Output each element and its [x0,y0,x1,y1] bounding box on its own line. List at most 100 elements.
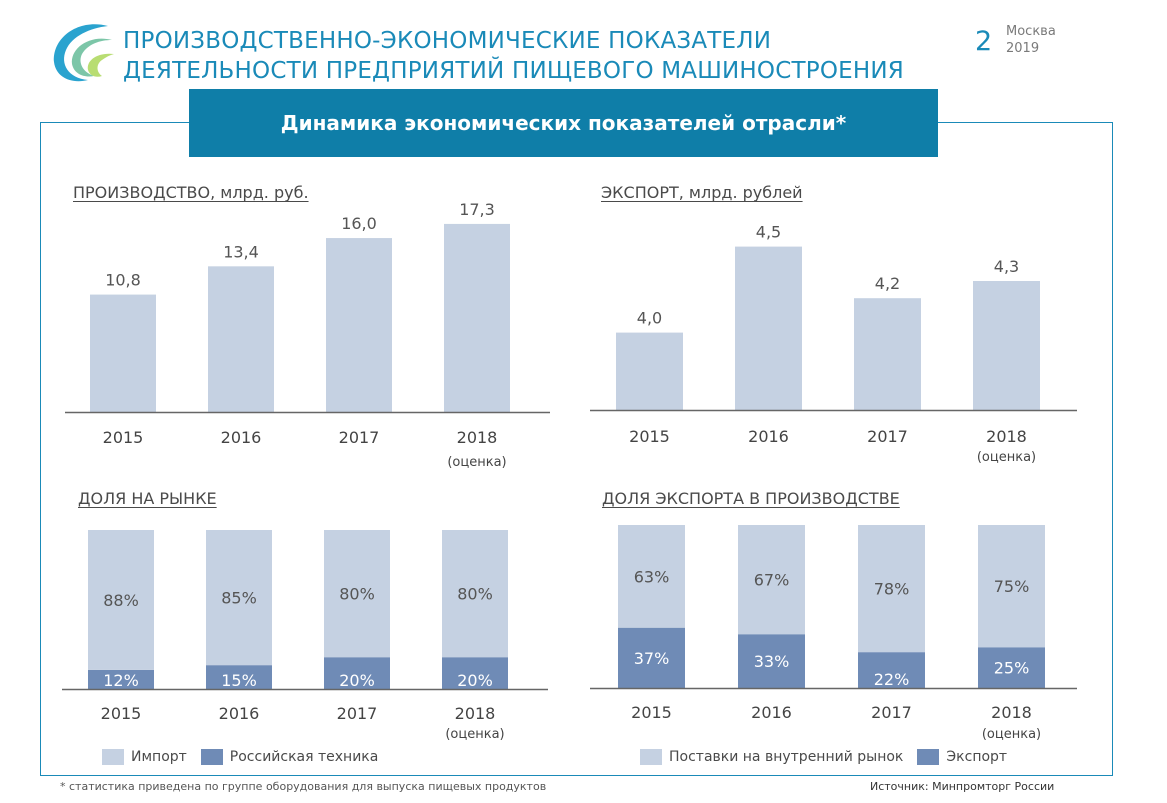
tick-label-market_share-2017: 2017 [337,704,378,723]
tick-label-export_share-2017: 2017 [871,703,912,722]
tick-label-production-2015: 2015 [103,428,144,447]
production-chart-title: ПРОИЗВОДСТВО, млрд. руб. [73,183,309,202]
export-chart-title: ЭКСПОРТ, млрд. рублей [601,183,803,202]
segment-label-export_share-1-2016: 67% [754,571,790,590]
segment-label-market_share-0-2017: 20% [339,671,375,690]
title-line-1: ПРОИЗВОДСТВЕННО-ЭКОНОМИЧЕСКИЕ ПОКАЗАТЕЛИ [123,28,772,54]
segment-label-export_share-1-2018: 75% [994,577,1030,596]
legend-label-export: Экспорт [946,749,1008,765]
segment-export_share-0-2016 [738,634,805,688]
segment-label-market_share-0-2016: 15% [221,671,257,690]
bar-export-2018 [973,281,1040,410]
data-label-export-2018: 4,3 [994,257,1019,276]
section-banner: Динамика экономических показателей отрас… [189,89,938,157]
tick-label-export-2018: 2018 [986,427,1027,446]
segment-market_share-0-2018 [442,657,508,689]
year-label: 2019 [1006,41,1040,56]
data-label-production-2015: 10,8 [105,271,141,290]
legend-item-domestic: Поставки на внутренний рынок [640,749,903,765]
segment-label-market_share-1-2016: 85% [221,589,257,608]
segment-export_share-0-2015 [618,627,685,688]
segment-label-export_share-0-2017: 22% [874,670,910,689]
segment-export_share-1-2015 [618,525,685,628]
bar-export-2015 [616,332,683,410]
export-share-chart-title: ДОЛЯ ЭКСПОРТА В ПРОИЗВОДСТВЕ [602,489,900,508]
segment-market_share-0-2017 [324,657,390,689]
segment-market_share-1-2018 [442,530,508,658]
data-label-production-2018: 17,3 [459,200,495,219]
bar-production-2015 [90,294,156,412]
source-note: Источник: Минпромторг России [870,780,1055,793]
segment-label-market_share-1-2015: 88% [103,591,139,610]
data-label-export-2016: 4,5 [756,223,781,242]
market-share-chart-title: ДОЛЯ НА РЫНКЕ [78,489,217,508]
legend-swatch-export [917,749,940,765]
tick-label-market_share-2018: 2018 [455,704,496,723]
bar-production-2018 [444,223,510,412]
slide-number: 2 [975,26,993,57]
data-label-production-2016: 13,4 [223,242,259,261]
tick-note-production-2018: (оценка) [447,455,506,470]
tick-label-export_share-2016: 2016 [751,703,792,722]
tick-label-production-2016: 2016 [221,428,262,447]
tick-label-export-2016: 2016 [748,427,789,446]
segment-label-market_share-1-2018: 80% [457,585,493,604]
legend-swatch-import [102,749,124,765]
data-label-export-2015: 4,0 [637,309,662,328]
legend-swatch-russian [200,749,223,765]
segment-market_share-1-2017 [324,530,390,658]
tick-note-export-2018: (оценка) [977,450,1036,465]
data-label-production-2017: 16,0 [341,214,377,233]
tick-label-export_share-2015: 2015 [631,703,672,722]
data-label-export-2017: 4,2 [875,274,900,293]
segment-label-export_share-0-2016: 33% [754,652,790,671]
bar-export-2016 [735,246,802,410]
bar-export-2017 [854,298,921,410]
legend-swatch-domestic [640,749,662,765]
segment-export_share-1-2018 [978,525,1045,648]
segment-export_share-1-2016 [738,525,805,635]
company-logo-icon [53,24,114,82]
segment-market_share-1-2015 [88,530,154,670]
tick-label-export_share-2018: 2018 [991,703,1032,722]
city-label: Москва [1006,24,1056,39]
segment-export_share-1-2017 [858,525,925,653]
tick-note-market_share-2018: (оценка) [445,727,504,742]
segment-label-export_share-1-2017: 78% [874,580,910,599]
segment-label-export_share-1-2015: 63% [634,567,670,586]
legend-label-domestic: Поставки на внутренний рынок [669,749,904,765]
bar-production-2017 [326,238,392,412]
legend-item-russian: Российская техника [200,749,379,765]
market-share-legend: Импорт Российская техника [102,749,392,765]
segment-market_share-0-2016 [206,665,272,689]
legend-item-import: Импорт [102,749,187,765]
tick-label-market_share-2016: 2016 [219,704,260,723]
page-title: ПРОИЗВОДСТВЕННО-ЭКОНОМИЧЕСКИЕ ПОКАЗАТЕЛИ… [123,26,904,86]
segment-label-market_share-0-2015: 12% [103,671,139,690]
legend-label-russian: Российская техника [229,749,379,765]
footnote: * статистика приведена по группе оборудо… [60,780,547,793]
tick-label-export-2015: 2015 [629,427,670,446]
segment-export_share-0-2018 [978,647,1045,688]
export-share-legend: Поставки на внутренний рынок Экспорт [640,749,1021,765]
segment-label-export_share-0-2015: 37% [634,649,670,668]
city-year: Москва 2019 [1006,23,1056,57]
segment-label-market_share-1-2017: 80% [339,585,375,604]
title-line-2: ДЕЯТЕЛЬНОСТИ ПРЕДПРИЯТИЙ ПИЩЕВОГО МАШИНО… [123,58,904,84]
tick-label-production-2018: 2018 [457,428,498,447]
tick-label-production-2017: 2017 [339,428,380,447]
tick-label-market_share-2015: 2015 [101,704,142,723]
tick-note-export_share-2018: (оценка) [982,727,1041,742]
segment-label-export_share-0-2018: 25% [994,659,1030,678]
segment-market_share-1-2016 [206,530,272,666]
segment-market_share-0-2015 [88,669,154,689]
legend-label-import: Импорт [131,749,187,765]
segment-export_share-0-2017 [858,652,925,688]
legend-item-export: Экспорт [917,749,1007,765]
segment-label-market_share-0-2018: 20% [457,671,493,690]
bar-production-2016 [208,266,274,412]
